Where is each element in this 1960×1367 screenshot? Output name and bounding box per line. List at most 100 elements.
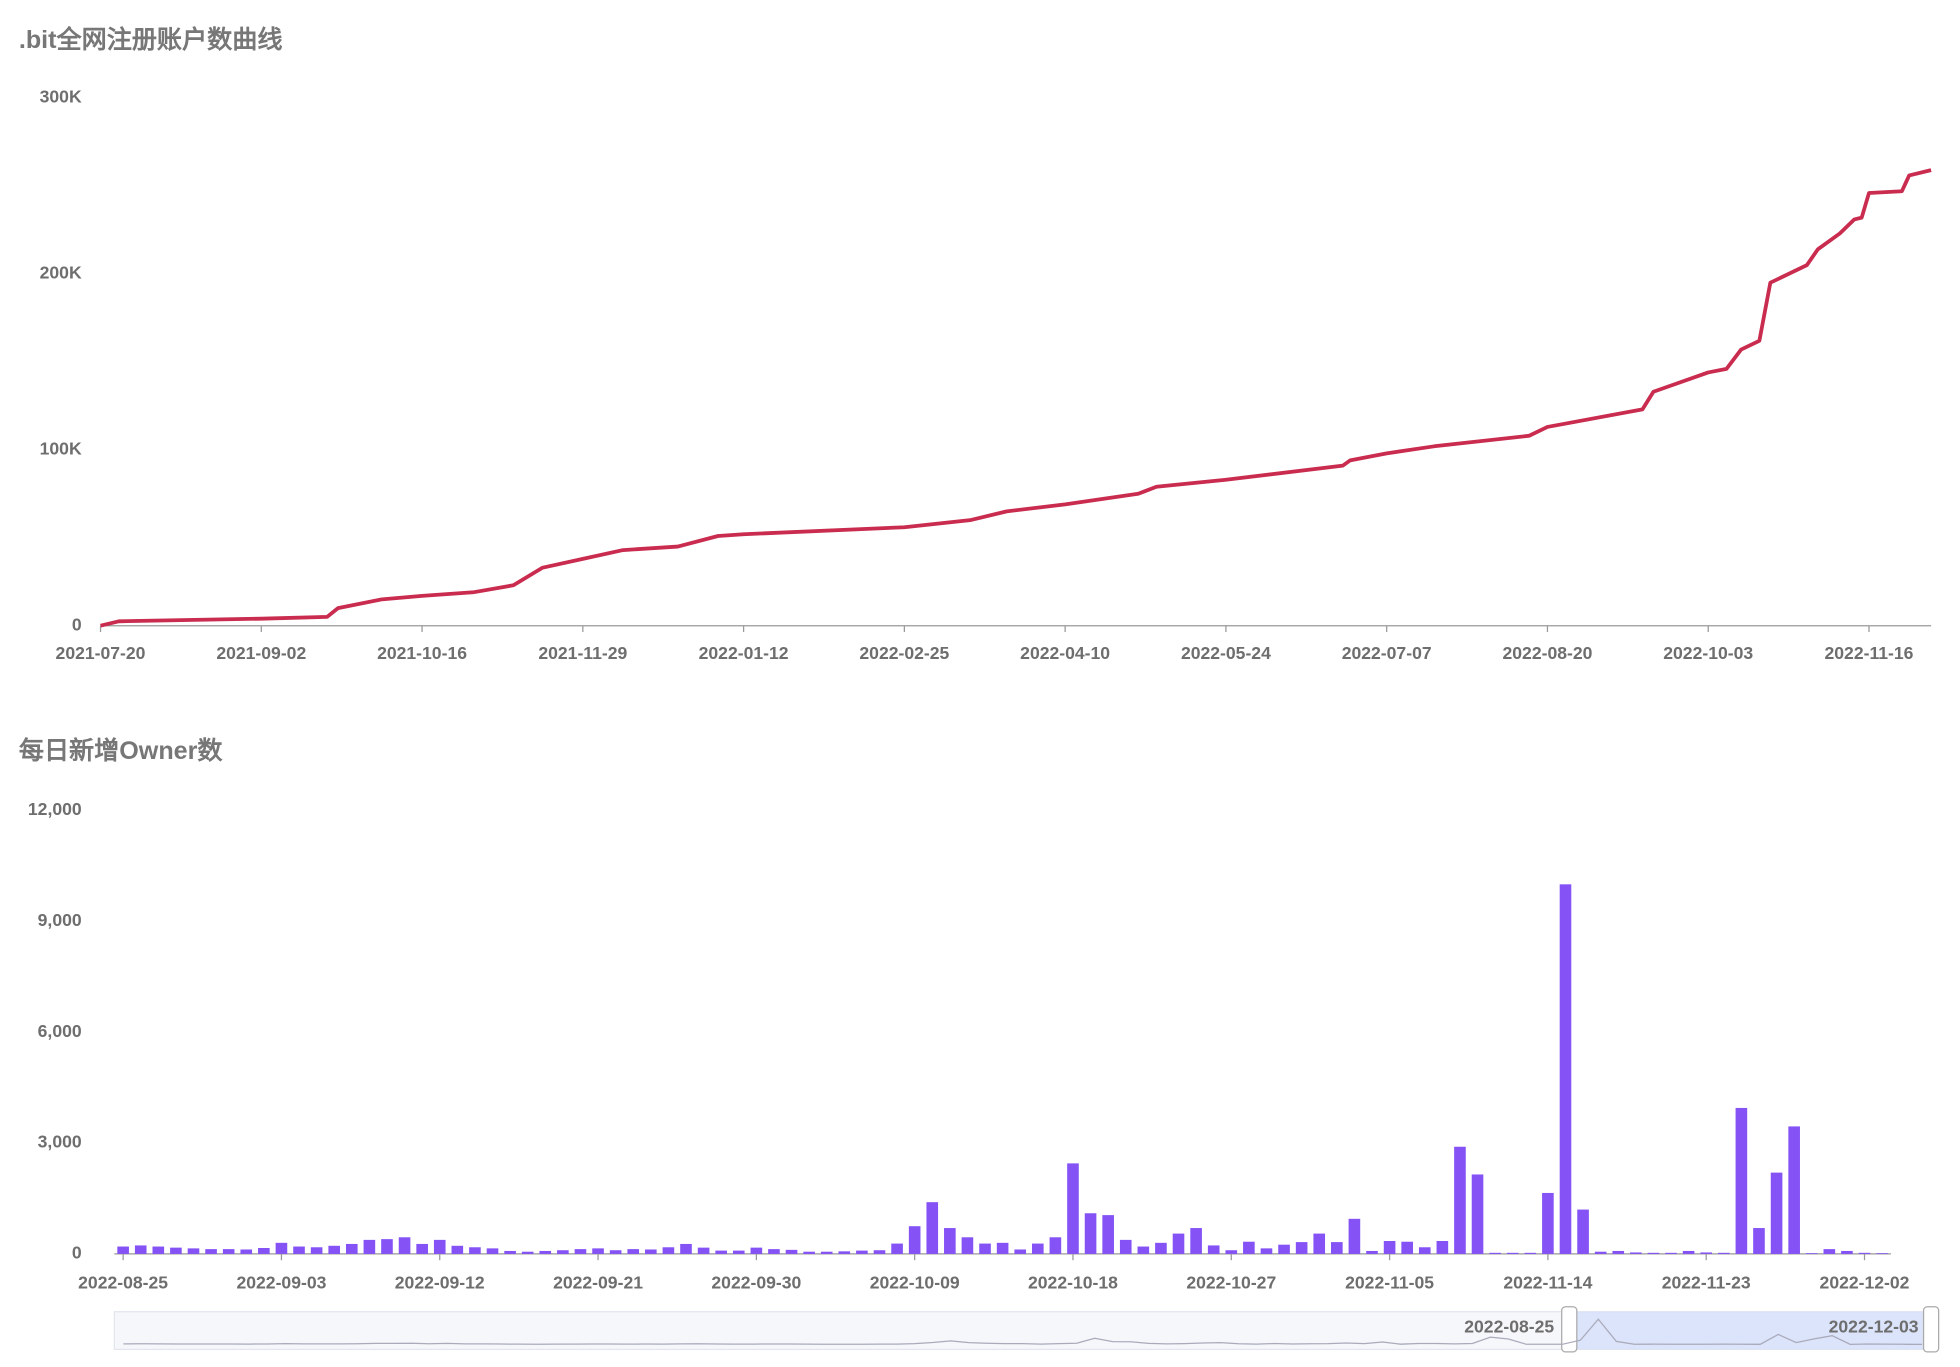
- bar: [433, 1239, 446, 1254]
- bar: [785, 1249, 798, 1254]
- bar: [1805, 1253, 1818, 1254]
- zoom-preview: [123, 1318, 1923, 1345]
- y-tick-label: 100K: [40, 438, 82, 458]
- bar: [521, 1251, 534, 1254]
- bar: [1137, 1246, 1150, 1254]
- bar: [1682, 1250, 1695, 1254]
- bar: [363, 1239, 376, 1254]
- bar: [996, 1242, 1009, 1254]
- bar: [715, 1250, 727, 1254]
- bar: [1735, 1107, 1748, 1254]
- bar: [1225, 1250, 1238, 1254]
- bar: [1401, 1241, 1413, 1254]
- bar: [381, 1239, 393, 1254]
- bar: [187, 1248, 200, 1254]
- bar: [680, 1243, 692, 1254]
- bar: [539, 1250, 552, 1254]
- bar: [908, 1226, 921, 1254]
- bar: [856, 1250, 868, 1254]
- bar: [838, 1251, 851, 1254]
- bar: [803, 1251, 815, 1254]
- bar: [1471, 1174, 1484, 1254]
- x-tick-label: 2022-09-21: [553, 1273, 643, 1293]
- zoom-end-label: 2022-12-03: [1829, 1317, 1919, 1337]
- bar: [1331, 1242, 1343, 1254]
- bar: [1383, 1240, 1396, 1254]
- chart-title: 每日新增Owner数: [19, 736, 224, 765]
- zoom-handle[interactable]: [1922, 1306, 1940, 1353]
- bar: [1577, 1209, 1589, 1254]
- bar: [293, 1246, 305, 1254]
- bar: [1841, 1250, 1853, 1254]
- bar: [961, 1237, 974, 1254]
- bar: [1753, 1228, 1765, 1254]
- zoom-handle[interactable]: [1561, 1306, 1578, 1353]
- chart-title: .bit全网注册账户数曲线: [19, 25, 283, 54]
- x-tick-label: 2022-10-03: [1663, 643, 1753, 663]
- bar: [1278, 1244, 1290, 1254]
- x-tick-label: 2022-05-24: [1181, 643, 1271, 663]
- bar: [1594, 1251, 1607, 1254]
- bar: [557, 1250, 569, 1254]
- bar: [1084, 1213, 1097, 1254]
- y-tick-label: 3,000: [38, 1132, 82, 1152]
- bar: [486, 1248, 499, 1254]
- bar: [768, 1249, 780, 1254]
- bar: [504, 1250, 516, 1254]
- bar: [1489, 1252, 1501, 1254]
- bar: [1542, 1192, 1554, 1254]
- bar: [1858, 1252, 1871, 1254]
- bar: [1647, 1252, 1660, 1254]
- y-tick-label: 200K: [40, 263, 82, 283]
- bar: [170, 1247, 182, 1254]
- bar: [416, 1243, 428, 1254]
- y-tick-label: 12,000: [28, 799, 82, 819]
- x-tick-label: 2022-11-16: [1825, 643, 1914, 663]
- bar: [1770, 1172, 1783, 1254]
- x-tick-label: 2022-08-25: [78, 1273, 168, 1293]
- bar: [1524, 1252, 1537, 1254]
- bar: [1630, 1252, 1642, 1254]
- y-tick-label: 300K: [40, 87, 82, 107]
- bar: [1823, 1249, 1836, 1254]
- x-tick-label: 2021-07-20: [56, 643, 146, 663]
- bar: [222, 1249, 235, 1254]
- y-tick-label: 0: [72, 1243, 82, 1263]
- bar: [873, 1250, 886, 1254]
- bar: [1067, 1163, 1079, 1254]
- bar: [1559, 884, 1572, 1254]
- x-tick-label: 2022-07-07: [1342, 643, 1432, 663]
- bar: [979, 1243, 991, 1254]
- bar: [820, 1251, 833, 1254]
- bar: [697, 1247, 710, 1254]
- bar: [732, 1250, 745, 1254]
- bar: [1243, 1241, 1255, 1254]
- x-tick-label: 2021-11-29: [538, 643, 627, 663]
- x-tick-label: 2022-10-27: [1186, 1273, 1276, 1293]
- x-tick-label: 2022-11-05: [1345, 1273, 1434, 1293]
- x-tick-label: 2022-08-20: [1502, 643, 1592, 663]
- zoom-start-label: 2022-08-25: [1464, 1317, 1554, 1337]
- bar: [1700, 1252, 1713, 1254]
- y-tick-label: 9,000: [38, 910, 82, 930]
- x-tick-label: 2021-09-02: [216, 643, 306, 663]
- x-tick-label: 2021-10-16: [377, 643, 467, 663]
- bar: [117, 1246, 129, 1254]
- line-series: [100, 168, 1932, 628]
- bar: [645, 1249, 657, 1254]
- bar: [152, 1246, 165, 1254]
- bar: [1155, 1242, 1167, 1254]
- bar: [1102, 1215, 1114, 1254]
- bar: [205, 1249, 217, 1254]
- bar: [1454, 1146, 1466, 1254]
- bar: [1172, 1233, 1185, 1254]
- bar: [1207, 1245, 1220, 1254]
- bar: [1717, 1252, 1730, 1254]
- bar: [627, 1249, 640, 1254]
- bar: [398, 1237, 411, 1254]
- y-tick-label: 0: [72, 614, 82, 634]
- x-tick-label: 2022-09-03: [236, 1273, 326, 1293]
- bar: [1665, 1252, 1677, 1254]
- bar: [1014, 1249, 1027, 1254]
